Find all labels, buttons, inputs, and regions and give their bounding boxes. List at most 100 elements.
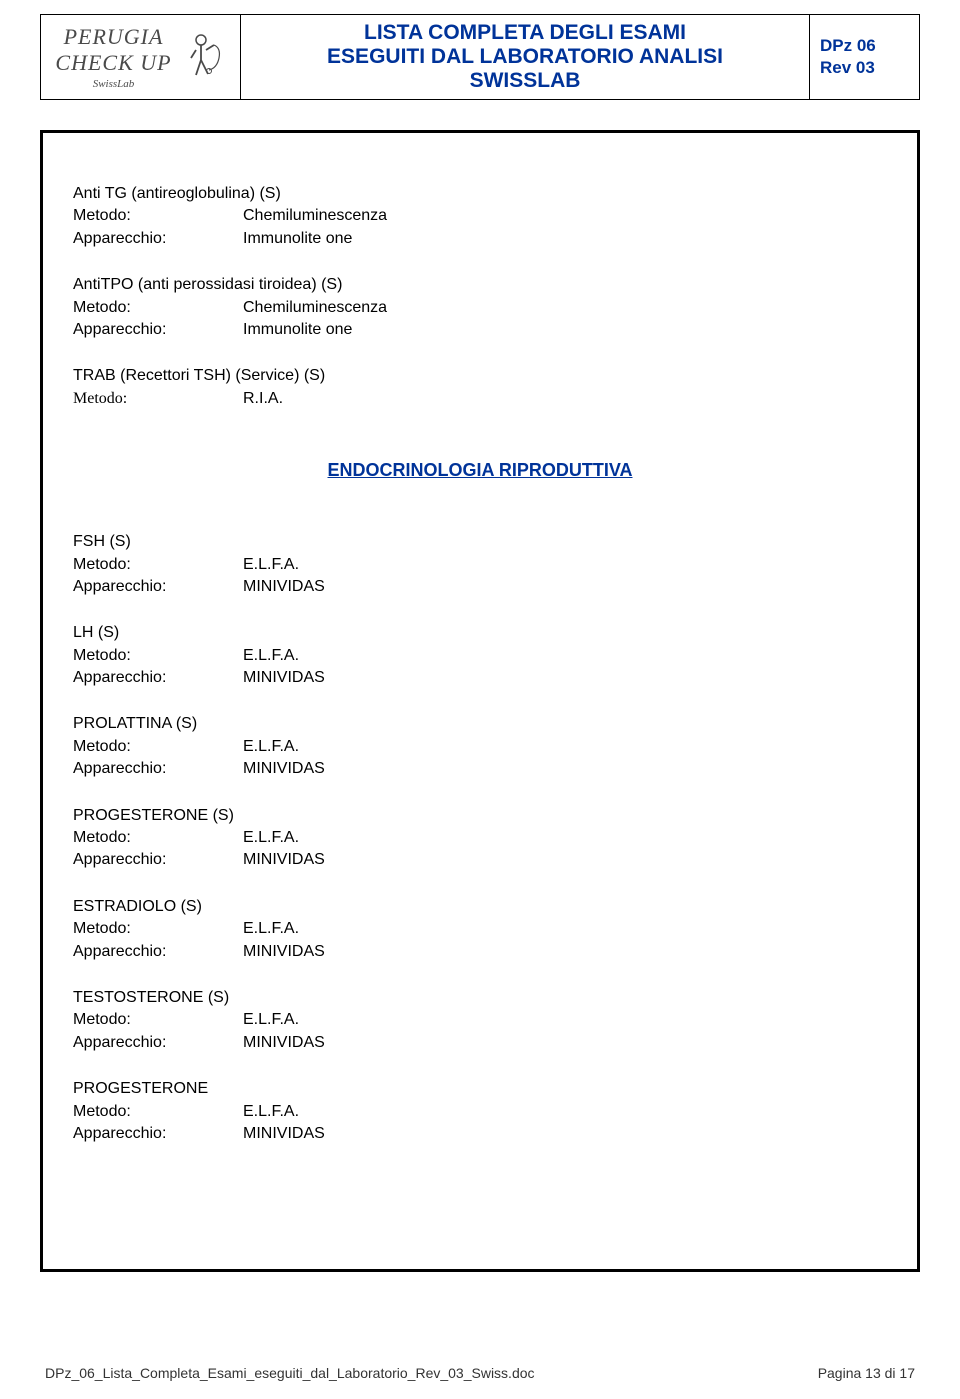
exam-metodo-row: Metodo:E.L.F.A. xyxy=(73,1101,887,1123)
apparecchio-label: Apparecchio: xyxy=(73,758,243,780)
docref-line-1: DPz 06 xyxy=(820,35,909,57)
exam-metodo-row: Metodo:E.L.F.A. xyxy=(73,736,887,758)
metodo-value: E.L.F.A. xyxy=(243,1009,299,1031)
logo-box: PERUGIA CHECK UP SwissLab xyxy=(51,24,230,90)
title-line-2: ESEGUITI DAL LABORATORIO ANALISI xyxy=(251,45,799,69)
apparecchio-value: MINIVIDAS xyxy=(243,576,325,598)
metodo-value: Chemiluminescenza xyxy=(243,205,387,227)
docref-cell: DPz 06 Rev 03 xyxy=(810,15,920,100)
exam-block: PROLATTINA (S)Metodo:E.L.F.A.Apparecchio… xyxy=(73,713,887,780)
exams-bottom-container: FSH (S)Metodo:E.L.F.A.Apparecchio:MINIVI… xyxy=(73,531,887,1145)
exam-apparecchio-row: Apparecchio:Immunolite one xyxy=(73,228,887,250)
logo-perugia: PERUGIA xyxy=(55,24,171,50)
apparecchio-label: Apparecchio: xyxy=(73,1032,243,1054)
page-container: PERUGIA CHECK UP SwissLab LISTA COMPLETA… xyxy=(0,0,960,1322)
exam-name: LH (S) xyxy=(73,622,887,644)
section-heading: ENDOCRINOLOGIA RIPRODUTTIVA xyxy=(73,460,887,481)
apparecchio-value: Immunolite one xyxy=(243,319,352,341)
exam-block: PROGESTERONE (S)Metodo:E.L.F.A.Apparecch… xyxy=(73,805,887,872)
metodo-label: Metodo: xyxy=(73,297,243,319)
metodo-label: Metodo: xyxy=(73,645,243,667)
footer-page: Pagina 13 di 17 xyxy=(818,1365,915,1381)
exam-apparecchio-row: Apparecchio:MINIVIDAS xyxy=(73,758,887,780)
apparecchio-label: Apparecchio: xyxy=(73,849,243,871)
content-box: Anti TG (antireoglobulina) (S)Metodo:Che… xyxy=(40,130,920,1272)
apparecchio-label: Apparecchio: xyxy=(73,319,243,341)
logo-text-wrap: PERUGIA CHECK UP SwissLab xyxy=(55,24,171,90)
metodo-label: Metodo: xyxy=(73,388,243,410)
metodo-label: Metodo: xyxy=(73,554,243,576)
metodo-label: Metodo: xyxy=(73,736,243,758)
metodo-label: Metodo: xyxy=(73,827,243,849)
exam-apparecchio-row: Apparecchio:MINIVIDAS xyxy=(73,849,887,871)
exam-block: ESTRADIOLO (S)Metodo:E.L.F.A.Apparecchio… xyxy=(73,896,887,963)
exam-block: FSH (S)Metodo:E.L.F.A.Apparecchio:MINIVI… xyxy=(73,531,887,598)
metodo-label: Metodo: xyxy=(73,1101,243,1123)
exam-name: TRAB (Recettori TSH) (Service) (S) xyxy=(73,365,887,387)
apparecchio-value: MINIVIDAS xyxy=(243,941,325,963)
exam-name: PROGESTERONE (S) xyxy=(73,805,887,827)
metodo-label: Metodo: xyxy=(73,1009,243,1031)
exam-name: PROGESTERONE xyxy=(73,1078,887,1100)
exam-apparecchio-row: Apparecchio:MINIVIDAS xyxy=(73,1123,887,1145)
metodo-value: Chemiluminescenza xyxy=(243,297,387,319)
exam-apparecchio-row: Apparecchio:MINIVIDAS xyxy=(73,576,887,598)
exam-apparecchio-row: Apparecchio:MINIVIDAS xyxy=(73,667,887,689)
apparecchio-value: Immunolite one xyxy=(243,228,352,250)
exam-metodo-row: Metodo:Chemiluminescenza xyxy=(73,205,887,227)
exam-metodo-row: Metodo:R.I.A. xyxy=(73,388,887,410)
logo-swisslab: SwissLab xyxy=(55,78,171,90)
apparecchio-value: MINIVIDAS xyxy=(243,1032,325,1054)
exam-apparecchio-row: Apparecchio:MINIVIDAS xyxy=(73,941,887,963)
apparecchio-label: Apparecchio: xyxy=(73,576,243,598)
apparecchio-value: MINIVIDAS xyxy=(243,667,325,689)
apparecchio-value: MINIVIDAS xyxy=(243,1123,325,1145)
metodo-label: Metodo: xyxy=(73,205,243,227)
footer-filename: DPz_06_Lista_Completa_Esami_eseguiti_dal… xyxy=(45,1365,535,1381)
logo-cell: PERUGIA CHECK UP SwissLab xyxy=(41,15,241,100)
exam-name: PROLATTINA (S) xyxy=(73,713,887,735)
apparecchio-label: Apparecchio: xyxy=(73,1123,243,1145)
footer: DPz_06_Lista_Completa_Esami_eseguiti_dal… xyxy=(45,1365,915,1381)
stethoscope-figure-icon xyxy=(176,30,226,85)
exam-name: TESTOSTERONE (S) xyxy=(73,987,887,1009)
exam-block: PROGESTERONEMetodo:E.L.F.A.Apparecchio:M… xyxy=(73,1078,887,1145)
metodo-value: E.L.F.A. xyxy=(243,827,299,849)
exam-block: TESTOSTERONE (S)Metodo:E.L.F.A.Apparecch… xyxy=(73,987,887,1054)
exam-apparecchio-row: Apparecchio:MINIVIDAS xyxy=(73,1032,887,1054)
docref-line-2: Rev 03 xyxy=(820,57,909,79)
exam-block: AntiTPO (anti perossidasi tiroidea) (S)M… xyxy=(73,274,887,341)
metodo-value: E.L.F.A. xyxy=(243,736,299,758)
exam-metodo-row: Metodo:E.L.F.A. xyxy=(73,827,887,849)
exam-metodo-row: Metodo:E.L.F.A. xyxy=(73,554,887,576)
exam-metodo-row: Metodo:E.L.F.A. xyxy=(73,918,887,940)
exam-metodo-row: Metodo:Chemiluminescenza xyxy=(73,297,887,319)
metodo-value: E.L.F.A. xyxy=(243,645,299,667)
exams-top-container: Anti TG (antireoglobulina) (S)Metodo:Che… xyxy=(73,183,887,410)
exam-apparecchio-row: Apparecchio:Immunolite one xyxy=(73,319,887,341)
apparecchio-value: MINIVIDAS xyxy=(243,849,325,871)
apparecchio-label: Apparecchio: xyxy=(73,228,243,250)
title-line-1: LISTA COMPLETA DEGLI ESAMI xyxy=(251,21,799,45)
metodo-value: E.L.F.A. xyxy=(243,918,299,940)
exam-name: Anti TG (antireoglobulina) (S) xyxy=(73,183,887,205)
metodo-label: Metodo: xyxy=(73,918,243,940)
header-table: PERUGIA CHECK UP SwissLab LISTA COMPLETA… xyxy=(40,14,920,100)
metodo-value: E.L.F.A. xyxy=(243,1101,299,1123)
exam-name: AntiTPO (anti perossidasi tiroidea) (S) xyxy=(73,274,887,296)
exam-name: ESTRADIOLO (S) xyxy=(73,896,887,918)
exam-name: FSH (S) xyxy=(73,531,887,553)
metodo-value: R.I.A. xyxy=(243,388,283,410)
apparecchio-label: Apparecchio: xyxy=(73,667,243,689)
exam-metodo-row: Metodo:E.L.F.A. xyxy=(73,1009,887,1031)
exam-block: LH (S)Metodo:E.L.F.A.Apparecchio:MINIVID… xyxy=(73,622,887,689)
title-line-3: SWISSLAB xyxy=(251,69,799,93)
exam-block: TRAB (Recettori TSH) (Service) (S)Metodo… xyxy=(73,365,887,410)
logo-checkup: CHECK UP xyxy=(55,50,171,76)
exam-block: Anti TG (antireoglobulina) (S)Metodo:Che… xyxy=(73,183,887,250)
title-cell: LISTA COMPLETA DEGLI ESAMI ESEGUITI DAL … xyxy=(241,15,810,100)
apparecchio-value: MINIVIDAS xyxy=(243,758,325,780)
metodo-value: E.L.F.A. xyxy=(243,554,299,576)
exam-metodo-row: Metodo:E.L.F.A. xyxy=(73,645,887,667)
apparecchio-label: Apparecchio: xyxy=(73,941,243,963)
